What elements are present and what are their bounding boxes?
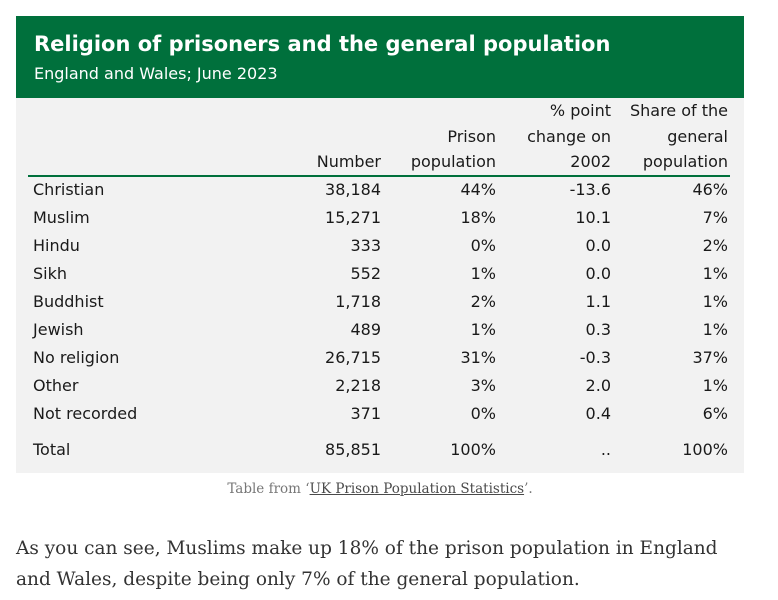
column-header-number: Number: [233, 98, 383, 177]
prison-population-cell: 44%: [460, 180, 496, 200]
column-header-prison-population: Prison population: [383, 98, 498, 177]
religion-cell: Other: [33, 375, 79, 395]
religion-table: Number Prison population % point change …: [28, 98, 730, 472]
table-caption: Table from ‘UK Prison Population Statist…: [227, 481, 533, 497]
change-cell: 1.1: [585, 292, 611, 311]
share-cell: 37%: [692, 347, 728, 367]
religion-cell: Buddhist: [33, 292, 104, 311]
number-cell: 15,271: [325, 208, 381, 228]
total-prison-population-cell: 100%: [450, 439, 496, 459]
total-row: Total 85,851 100% .. 100%: [28, 428, 730, 472]
prison-population-cell: 18%: [460, 208, 496, 228]
table-subtitle: England and Wales; June 2023: [34, 64, 278, 83]
prison-population-cell: 0%: [470, 403, 496, 423]
religion-cell: Hindu: [33, 236, 80, 256]
table-row: Christian 38,184 44% -13.6 46%: [28, 176, 730, 205]
table-row: Jewish 489 1% 0.3 1%: [28, 316, 730, 344]
prison-population-cell: 0%: [470, 236, 496, 256]
column-header-change-on-2002: % point change on 2002: [498, 98, 613, 177]
number-cell: 371: [350, 403, 381, 423]
table-header-banner: Religion of prisoners and the general po…: [16, 16, 744, 98]
article-paragraph: As you can see, Muslims make up 18% of t…: [16, 538, 718, 590]
number-cell: 489: [350, 319, 381, 339]
change-cell: 10.1: [575, 208, 611, 228]
number-cell: 38,184: [325, 180, 381, 200]
table-row: Other 2,218 3% 2.0 1%: [28, 372, 730, 400]
share-cell: 1%: [702, 264, 728, 284]
share-cell: 1%: [702, 319, 728, 339]
change-cell: 2.0: [585, 375, 611, 395]
number-cell: 26,715: [325, 347, 381, 367]
prison-population-cell: 3%: [470, 375, 496, 395]
religion-table-card: Religion of prisoners and the general po…: [16, 16, 744, 473]
share-cell: 46%: [692, 180, 728, 200]
share-cell: 7%: [702, 208, 728, 228]
column-header-religion: [28, 98, 233, 177]
number-cell: 333: [350, 236, 381, 256]
religion-cell: Not recorded: [33, 403, 138, 423]
share-cell: 1%: [702, 292, 728, 311]
religion-cell: Christian: [33, 180, 105, 200]
prison-population-cell: 1%: [470, 319, 496, 339]
number-cell: 552: [350, 264, 381, 284]
change-cell: -0.3: [579, 347, 611, 367]
share-cell: 2%: [702, 236, 728, 256]
prison-population-cell: 1%: [470, 264, 496, 284]
column-header-share-general-population: Share of the general population: [613, 98, 730, 177]
total-number-cell: 85,851: [325, 439, 381, 459]
number-cell: 2,218: [335, 375, 381, 395]
change-cell: 0.0: [585, 264, 611, 284]
prison-population-cell: 31%: [460, 347, 496, 367]
table-row: Buddhist 1,718 2% 1.1 1%: [28, 288, 730, 316]
change-cell: -13.6: [569, 180, 611, 200]
religion-cell: Sikh: [33, 264, 68, 284]
table-row: Muslim 15,271 18% 10.1 7%: [28, 204, 730, 232]
religion-cell: Jewish: [33, 319, 84, 339]
prison-population-cell: 2%: [470, 292, 496, 311]
change-cell: 0.4: [585, 403, 611, 423]
table-row: Hindu 333 0% 0.0 2%: [28, 232, 730, 260]
change-cell: 0.3: [585, 319, 611, 339]
table-row: Sikh 552 1% 0.0 1%: [28, 260, 730, 288]
total-share-cell: 100%: [682, 439, 728, 459]
source-link[interactable]: UK Prison Population Statistics: [309, 481, 525, 497]
number-cell: 1,718: [335, 292, 381, 311]
table-row: No religion 26,715 31% -0.3 37%: [28, 344, 730, 372]
table-header-row: Number Prison population % point change …: [28, 98, 730, 177]
share-cell: 1%: [702, 375, 728, 395]
change-cell: 0.0: [585, 236, 611, 256]
total-label-cell: Total: [33, 439, 71, 459]
religion-cell: No religion: [33, 347, 120, 367]
table-title: Religion of prisoners and the general po…: [34, 32, 611, 56]
religion-cell: Muslim: [33, 208, 90, 228]
total-change-cell: ..: [600, 439, 611, 459]
share-cell: 6%: [702, 403, 728, 423]
table-row: Not recorded 371 0% 0.4 6%: [28, 400, 730, 428]
